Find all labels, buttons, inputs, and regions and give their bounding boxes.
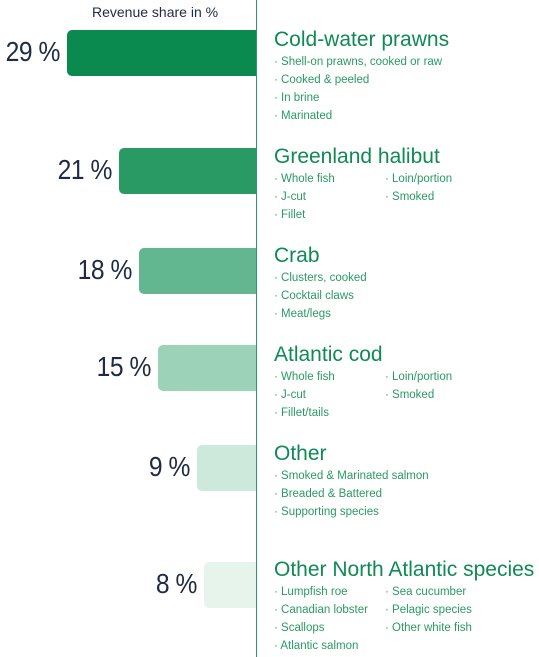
- list-item: · Cooked & peeled: [274, 74, 370, 86]
- list-item: · Meat/legs: [274, 308, 331, 320]
- list-item: · Sea cucumber: [385, 586, 467, 598]
- value-label: 29 %: [5, 36, 61, 67]
- list-item: · Whole fish: [274, 371, 335, 383]
- bar-greenland-halibut: [119, 148, 256, 194]
- category-title: Crab: [274, 244, 320, 267]
- list-item: · Breaded & Battered: [274, 488, 383, 500]
- list-item: · Other white fish: [385, 622, 472, 634]
- category-items: · Whole fish · Loin/portion · J-cut · Smoke…: [274, 368, 539, 422]
- axis-title: Revenue share in %: [92, 4, 219, 20]
- category-items: · Whole fish · Loin/portion · J-cut · Smoke…: [274, 170, 539, 224]
- list-item: · Smoked: [385, 389, 435, 401]
- divider-line: [256, 0, 257, 657]
- list-item: · Cocktail claws: [274, 290, 354, 302]
- list-item: · Clusters, cooked: [274, 272, 367, 284]
- bar-cold-water-prawns: [67, 30, 256, 76]
- value-label: 18 %: [77, 254, 132, 285]
- value-label: 8 %: [155, 568, 198, 599]
- value-label: 15 %: [96, 351, 152, 382]
- list-item: · Lumpfish roe: [274, 586, 348, 598]
- category-items: · Shell-on prawns, cooked or raw · Cooked…: [274, 53, 539, 125]
- list-item: · Fillet/tails: [274, 407, 329, 419]
- bar-other-north-atlantic-species: [203, 562, 256, 608]
- list-item: · In brine: [274, 92, 320, 104]
- value-label: 21 %: [57, 154, 113, 185]
- list-item: · Pelagic species: [385, 604, 472, 616]
- list-item: · Supporting species: [274, 506, 379, 518]
- category-items: · Clusters, cooked · Cocktail claws · Meat…: [274, 269, 539, 323]
- bar-other: [197, 445, 256, 491]
- list-item: · Canadian lobster: [274, 604, 368, 616]
- category-items: · Smoked & Marinated salmon · Breaded & B…: [274, 467, 539, 521]
- list-item: · Smoked: [385, 191, 435, 203]
- list-item: · Atlantic salmon: [274, 640, 359, 652]
- list-item: · Shell-on prawns, cooked or raw: [274, 56, 443, 68]
- list-item: · Smoked & Marinated salmon: [274, 470, 429, 482]
- category-title: Other: [274, 442, 327, 465]
- category-items: · Lumpfish roe · Sea cucumber · Canadian l…: [274, 583, 539, 655]
- list-item: · Loin/portion: [385, 371, 453, 383]
- bar-crab: [138, 248, 256, 294]
- category-title: Atlantic cod: [274, 343, 383, 366]
- list-item: · Scallops: [274, 622, 325, 634]
- bar-atlantic-cod: [158, 345, 256, 391]
- category-title: Other North Atlantic species: [274, 558, 535, 581]
- list-item: · Fillet: [274, 209, 306, 221]
- category-title: Cold-water prawns: [274, 28, 450, 51]
- list-item: · Loin/portion: [385, 173, 453, 185]
- value-label: 9 %: [149, 451, 191, 482]
- list-item: · J-cut: [274, 389, 306, 401]
- list-item: · Whole fish: [274, 173, 335, 185]
- category-title: Greenland halibut: [274, 145, 440, 168]
- list-item: · J-cut: [274, 191, 306, 203]
- list-item: · Marinated: [274, 110, 333, 122]
